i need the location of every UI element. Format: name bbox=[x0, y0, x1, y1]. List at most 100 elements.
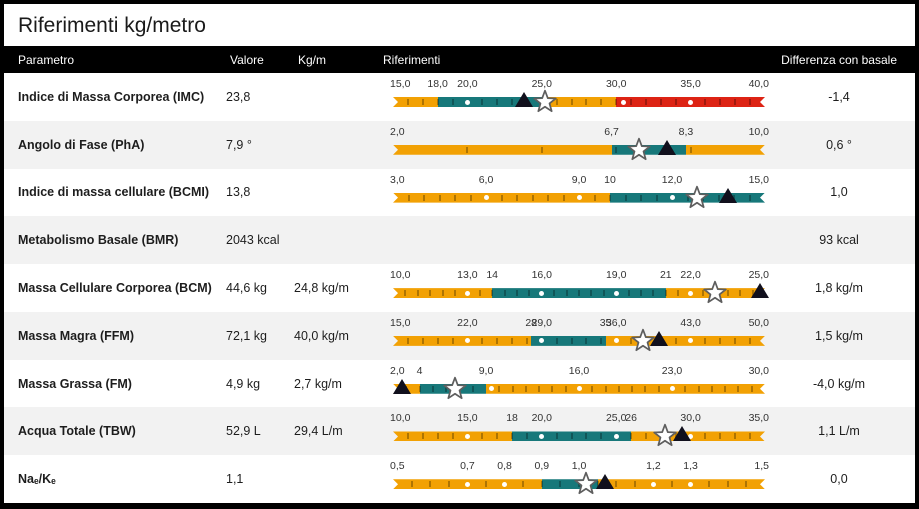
star-marker-icon bbox=[685, 185, 709, 208]
scale-tick bbox=[594, 195, 596, 201]
scale-segment-orange bbox=[393, 145, 612, 155]
scale-tick bbox=[496, 433, 498, 439]
scale-dot bbox=[577, 386, 582, 391]
scale-tick bbox=[565, 386, 567, 392]
value-cell: 1,1 bbox=[226, 472, 244, 487]
scale-dot bbox=[670, 195, 675, 200]
reference-scale: 10,0 13,0 14 16,0 19,0 21 22,0 25,0 bbox=[390, 269, 770, 308]
reference-scale: 15,0 22,0 28 29,0 35 36,0 43,0 50,0 bbox=[390, 316, 769, 356]
scale-tick bbox=[407, 338, 409, 344]
scale-tick bbox=[605, 386, 607, 392]
scale-tick bbox=[511, 338, 513, 344]
value-cell: 52,9 L bbox=[226, 424, 261, 439]
table-rows: Indice di Massa Corporea (IMC) 23,8 15,0 18… bbox=[4, 73, 915, 504]
scale-tick bbox=[704, 99, 706, 105]
scale-tick-label: 4 bbox=[416, 364, 423, 377]
scale-dot bbox=[502, 482, 507, 487]
scale-segment-teal bbox=[542, 479, 598, 489]
scale-tick bbox=[671, 481, 673, 487]
scale-track bbox=[393, 336, 765, 346]
scale-tick bbox=[578, 290, 580, 296]
scale-tick-label: 15,0 bbox=[390, 316, 411, 329]
reference-scale: 2,0 4 9,0 16,0 23,0 30,0 bbox=[390, 364, 769, 404]
reference-cell: 3,0 6,0 9,0 10 12,0 15,0 bbox=[379, 169, 777, 217]
kgm-cell: 29,4 L/m bbox=[294, 424, 343, 439]
scale-tick bbox=[719, 99, 721, 105]
difference-value: 1,8 kg/m bbox=[815, 281, 863, 296]
scale-tick bbox=[407, 99, 409, 105]
difference-value: -4,0 kg/m bbox=[812, 376, 866, 391]
table-row: Indice di massa cellulare (BCMI) 13,8 3,0 6… bbox=[4, 168, 915, 217]
scale-tick bbox=[404, 290, 406, 296]
param-label: Indice di massa cellulare (BCMI) bbox=[18, 185, 210, 200]
scale-dot bbox=[688, 100, 693, 105]
reference-scale: 15,0 18,0 20,0 25,0 30,0 35,0 40,0 bbox=[390, 78, 769, 117]
scale-tick bbox=[677, 290, 679, 296]
scale-tick bbox=[571, 338, 573, 344]
scale-dot bbox=[688, 482, 693, 487]
header-parametro: Parametro bbox=[18, 52, 75, 67]
scale-tick bbox=[472, 386, 474, 392]
scale-tick bbox=[512, 386, 514, 392]
scale-tick-label: 10,0 bbox=[390, 412, 411, 425]
star-marker-icon bbox=[533, 89, 557, 113]
scale-segment-teal bbox=[512, 431, 631, 441]
scale-dot bbox=[465, 291, 470, 296]
scale-tick bbox=[437, 433, 439, 439]
scale-tick bbox=[556, 99, 558, 105]
scale-segment-teal bbox=[531, 336, 605, 346]
scale-tick bbox=[481, 338, 483, 344]
scale-tick bbox=[541, 147, 543, 153]
scale-tick-label: 50,0 bbox=[748, 316, 769, 329]
reference-cell: 15,0 22,0 28 29,0 35 36,0 43,0 50,0 bbox=[379, 312, 777, 360]
scale-tick-label: 14 bbox=[486, 269, 499, 282]
scale-tick bbox=[411, 481, 413, 487]
param-label: Massa Cellulare Corporea (BCM) bbox=[18, 281, 212, 296]
scale-tick bbox=[675, 99, 677, 105]
scale-tick bbox=[600, 338, 602, 344]
scale-tick bbox=[423, 195, 425, 201]
scale-tick bbox=[496, 99, 498, 105]
scale-dot bbox=[465, 482, 470, 487]
scale-segment-orange bbox=[486, 384, 765, 394]
star-marker-icon bbox=[703, 280, 728, 304]
scale-tick bbox=[526, 433, 528, 439]
scale-tick bbox=[704, 433, 706, 439]
triangle-marker-icon bbox=[393, 378, 412, 394]
scale-segment-orange bbox=[393, 431, 512, 441]
scale-tick bbox=[525, 386, 527, 392]
scale-tick bbox=[600, 99, 602, 105]
scale-tick-label: 36,0 bbox=[605, 316, 627, 329]
table-row: Massa Magra (FFM) 72,1 kg 40,0 kg/m 15,0 22,… bbox=[4, 311, 915, 360]
scale-tick-label: 18 bbox=[506, 412, 518, 425]
scale-dot bbox=[614, 291, 619, 296]
scale-tick bbox=[675, 338, 677, 344]
scale-tick bbox=[504, 290, 506, 296]
star-marker-icon bbox=[574, 472, 599, 495]
scale-tick bbox=[556, 338, 558, 344]
scale-tick bbox=[541, 481, 543, 487]
scale-tick bbox=[437, 338, 439, 344]
scale-tick-label: 20,0 bbox=[457, 78, 478, 90]
scale-tick bbox=[615, 481, 617, 487]
scale-tick-label: 10,0 bbox=[748, 125, 769, 138]
scale-tick-label: 2,0 bbox=[390, 125, 405, 138]
scale-tick bbox=[432, 386, 434, 392]
scale-tick-label: 40,0 bbox=[748, 78, 769, 90]
table-row: Naₑ/Kₑ 1,1 0,5 0,7 0,8 0,9 1,0 1,2 1,3 1,5 0,0 bbox=[4, 455, 915, 504]
scale-tick bbox=[698, 386, 700, 392]
scale-dot bbox=[621, 100, 626, 105]
scale-segment-teal bbox=[438, 97, 542, 107]
scale-tick-label: 22,0 bbox=[457, 316, 478, 329]
table-row: Indice di Massa Corporea (IMC) 23,8 15,0 18… bbox=[4, 73, 915, 121]
reference-cell bbox=[379, 216, 777, 264]
star-marker-icon bbox=[627, 137, 652, 160]
scale-tick-label: 16,0 bbox=[568, 364, 590, 377]
reference-cell: 10,0 15,0 18 20,0 25,0 26 30,0 35,0 bbox=[379, 407, 777, 455]
scale-tick-label: 9,0 bbox=[571, 173, 587, 186]
scale-tick bbox=[511, 433, 513, 439]
page-title: Riferimenti kg/metro bbox=[4, 4, 915, 46]
header-valore: Valore bbox=[230, 52, 264, 67]
scale-tick bbox=[571, 433, 573, 439]
scale-tick-label: 15,0 bbox=[390, 78, 411, 90]
